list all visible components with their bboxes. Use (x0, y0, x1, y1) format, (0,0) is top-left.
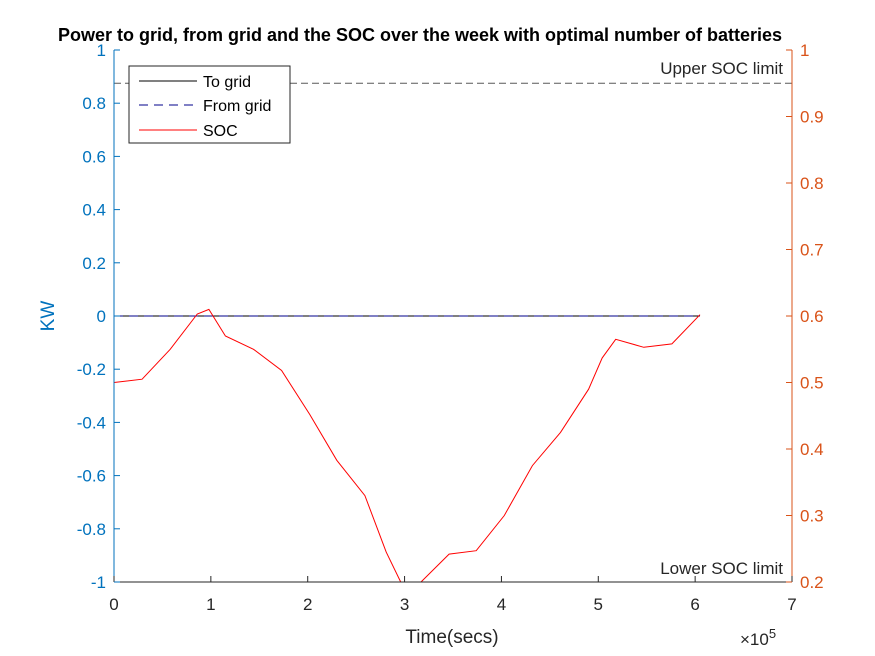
y-left-tick-label: 1 (97, 41, 106, 60)
y-right-tick-label: 0.2 (800, 573, 824, 592)
y-left-tick-label: -0.2 (77, 360, 106, 379)
series-line-soc (113, 308, 701, 583)
chart-title: Power to grid, from grid and the SOC ove… (58, 25, 782, 45)
x-tick-label: 1 (206, 595, 215, 614)
x-tick-label: 5 (594, 595, 603, 614)
upper-soc-limit-label: Upper SOC limit (660, 59, 783, 78)
legend-label-from-grid: From grid (203, 98, 271, 115)
x-tick-label: 0 (109, 595, 118, 614)
y-left-tick-label: -0.4 (77, 413, 106, 432)
y-left-tick-label: 0.8 (82, 94, 106, 113)
axes: 0 1 2 3 4 5 6 7 -1 -0.8 -0.6 -0.4 -0.2 0 0.2 0.4 0.6 0.8 1… (77, 41, 824, 614)
x-exponent-power: 5 (769, 626, 776, 641)
y-right-tick-label: 0.8 (800, 174, 824, 193)
y-left-tick-label: 0.6 (82, 147, 106, 166)
y-left-tick-label: 0 (97, 307, 106, 326)
x-axis-exponent: ×105 (740, 626, 776, 649)
y-left-tick-label: -0.6 (77, 467, 106, 486)
legend-label-soc: SOC (203, 123, 238, 140)
y-right-tick-label: 0.3 (800, 507, 824, 526)
legend: To grid From grid SOC (128, 65, 291, 144)
y-left-tick-label: -1 (91, 573, 106, 592)
y-right-tick-label: 0.9 (800, 108, 824, 127)
x-axis-label: Time(secs) (405, 627, 498, 648)
x-exponent-base: ×10 (740, 630, 769, 649)
y-right-tick-label: 0.6 (800, 307, 824, 326)
plot-area (113, 82, 792, 583)
y-right-tick-label: 1 (800, 41, 809, 60)
x-tick-label: 4 (497, 595, 506, 614)
y-right-tick-label: 0.7 (800, 241, 824, 260)
legend-label-to-grid: To grid (203, 74, 251, 91)
y-right-tick-label: 0.5 (800, 374, 824, 393)
y-left-tick-label: 0.2 (82, 254, 106, 273)
x-tick-label: 3 (400, 595, 409, 614)
x-tick-label: 6 (690, 595, 699, 614)
y-left-tick-label: -0.8 (77, 520, 106, 539)
lower-soc-limit-label: Lower SOC limit (660, 559, 783, 578)
y-right-tick-label: 0.4 (800, 440, 824, 459)
y-left-tick-label: 0.4 (82, 201, 106, 220)
x-tick-label: 2 (303, 595, 312, 614)
x-tick-label: 7 (787, 595, 796, 614)
y-left-axis-label: KW (38, 301, 59, 332)
